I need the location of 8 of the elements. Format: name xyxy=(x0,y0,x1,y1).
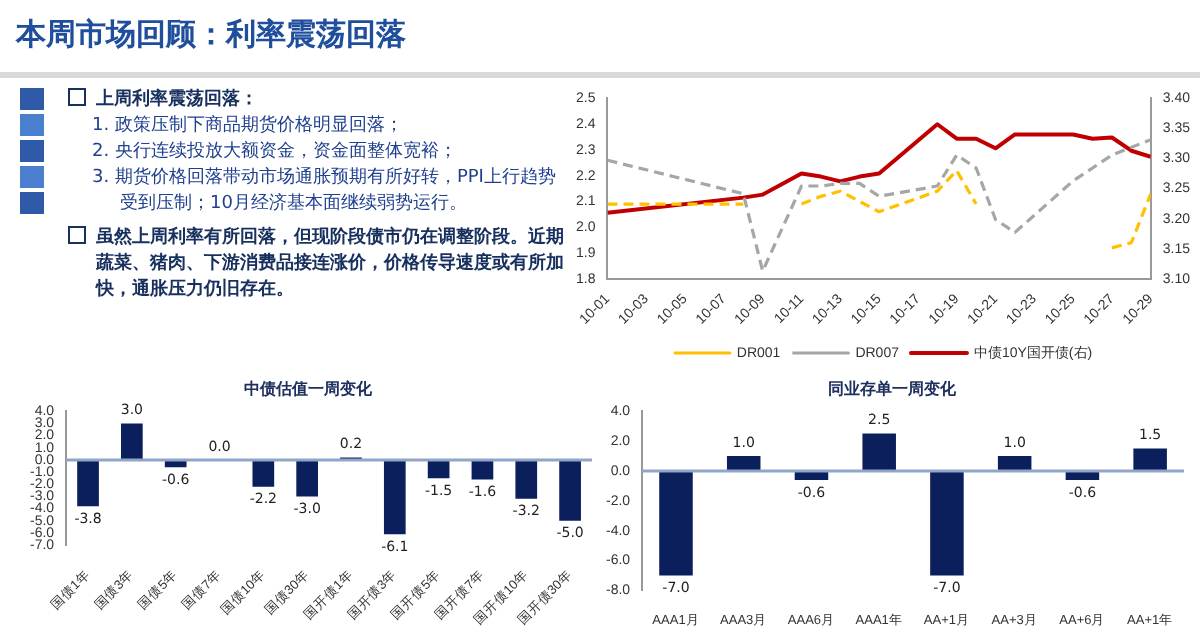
text: 虽然上周利率有所回落，但现阶段债市仍在调整阶段。近期蔬菜、猪肉、下游消费品接连涨价，价格传导速度或有所加快，通胀压力仍旧存在。 xyxy=(93,226,566,304)
text: 本周市场回顾：利率震荡回落 xyxy=(16,16,406,54)
text: 2. 央行连续投放大额资金，资金面整体宽裕； xyxy=(90,140,459,166)
text: 上周利率震荡回落： xyxy=(94,88,260,114)
text: 3. 期货价格回落带动市场通胀预期有所好转，PPI上行趋势受到压制；10月经济基本面继续弱势运行。 xyxy=(90,166,558,218)
chart-title: 同业存单一周变化 xyxy=(828,378,958,399)
chart-title: 中债估值一周变化 xyxy=(244,378,374,399)
text: 1. 政策压制下商品期货价格明显回落； xyxy=(90,114,405,140)
